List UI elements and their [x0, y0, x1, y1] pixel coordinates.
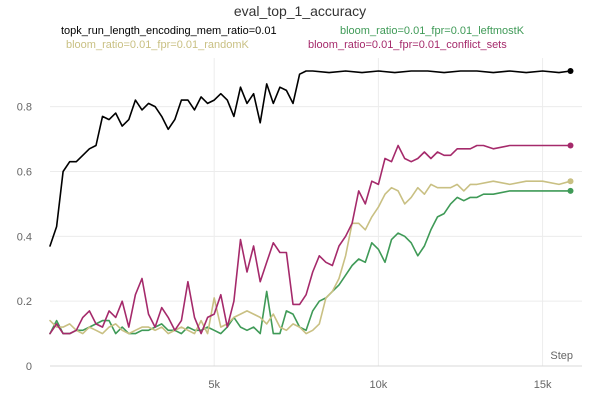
legend: topk_run_length_encoding_mem_ratio=0.01 … — [61, 25, 525, 51]
y-tick-label: 0.2 — [17, 296, 32, 308]
series-end-marker-0 — [567, 67, 574, 74]
x-tick-label: 15k — [534, 379, 552, 391]
x-tick-label: 5k — [208, 379, 220, 391]
series-line-3 — [49, 144, 572, 335]
y-tick-label: 0.6 — [17, 166, 32, 178]
x-axis-label: Step — [550, 350, 573, 362]
series-line-2 — [49, 180, 572, 335]
y-tick-label: 0 — [26, 361, 32, 373]
chart-title: eval_top_1_accuracy — [234, 3, 366, 19]
series-end-marker-2 — [567, 178, 574, 185]
legend-entry-topk: topk_run_length_encoding_mem_ratio=0.01 — [61, 25, 277, 37]
x-tick-label: 10k — [370, 379, 388, 391]
legend-entry-randomk: bloom_ratio=0.01_fpr=0.01_randomK — [66, 39, 250, 51]
axes: 0 0.2 0.4 0.6 0.8 5k 10k 15k — [17, 102, 582, 391]
legend-entry-leftmostk: bloom_ratio=0.01_fpr=0.01_leftmostK — [340, 25, 525, 37]
legend-entry-conflict-sets: bloom_ratio=0.01_fpr=0.01_conflict_sets — [308, 39, 507, 51]
series-end-marker-3 — [567, 142, 574, 149]
series-line-0 — [49, 70, 572, 247]
y-tick-label: 0.8 — [17, 102, 32, 114]
series-end-marker-1 — [567, 187, 574, 194]
series-line-1 — [49, 190, 572, 335]
y-tick-label: 0.4 — [17, 231, 32, 243]
grid — [50, 58, 582, 367]
series-lines — [49, 67, 574, 335]
